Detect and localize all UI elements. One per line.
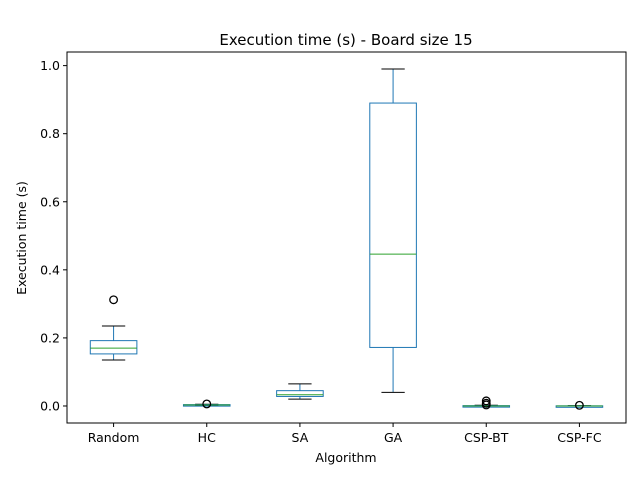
outlier-point <box>202 399 212 409</box>
outlier-point <box>574 400 584 410</box>
box-group-random <box>89 295 138 361</box>
x-tick-label: HC <box>198 430 216 445</box>
y-tick-label: 1.0 <box>40 58 60 73</box>
box-group-csp-bt <box>462 396 511 410</box>
y-tick-label: 0.6 <box>40 194 60 209</box>
x-tick-label: CSP-BT <box>464 430 509 445</box>
x-tick-label: Random <box>88 430 140 445</box>
y-tick-label: 0.8 <box>40 126 60 141</box>
box-group-hc <box>182 399 231 409</box>
x-tick-label: CSP-FC <box>557 430 602 445</box>
y-axis-label: Execution time (s) <box>14 181 29 295</box>
x-tick-label: GA <box>384 430 403 445</box>
box-iqr <box>369 102 417 348</box>
outlier-point <box>109 295 119 305</box>
y-tick-label: 0.0 <box>40 398 60 413</box>
y-tick-label: 0.2 <box>40 330 60 345</box>
box-iqr <box>276 390 324 397</box>
y-tick-label: 0.4 <box>40 262 60 277</box>
plot-frame <box>66 51 627 424</box>
box-group-csp-fc <box>555 400 604 410</box>
outlier-point <box>481 396 491 406</box>
x-axis-label: Algorithm <box>315 450 376 465</box>
x-tick-label: SA <box>292 430 309 445</box>
box-iqr <box>89 340 138 355</box>
box-group-sa <box>276 383 324 400</box>
chart-title: Execution time (s) - Board size 15 <box>219 31 472 49</box>
outlier-point <box>481 398 491 408</box>
plot-area: 0.0 0.2 0.4 0.6 0.8 1.0 Random HC SA GA CSP-BT CSP-… <box>40 51 627 445</box>
box-group-ga <box>369 68 417 393</box>
